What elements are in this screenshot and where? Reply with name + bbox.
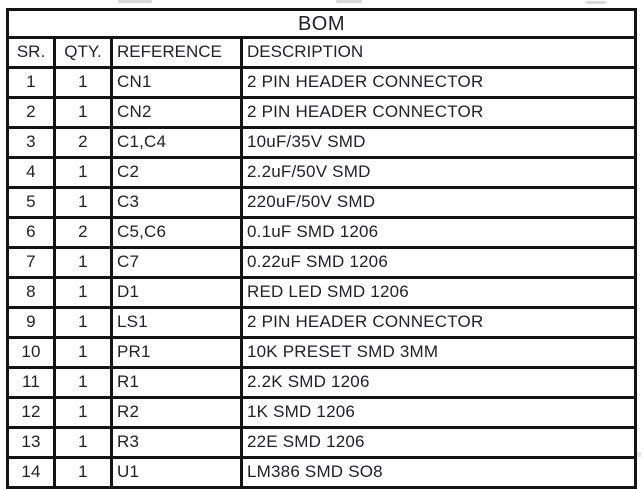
- qty-cell: 1: [53, 456, 113, 489]
- table-row: 13 1 R3 22E SMD 1206: [6, 426, 637, 459]
- sr-cell: 11: [6, 366, 56, 399]
- reference-cell: R2: [110, 396, 243, 429]
- bom-table-body: 1 1 CN1 2 PIN HEADER CONNECTOR 2 1 CN2 2 PIN HE…: [6, 66, 637, 489]
- qty-cell: 2: [53, 216, 113, 249]
- description-cell: RED LED SMD 1206: [240, 276, 637, 309]
- qty-cell: 1: [53, 276, 113, 309]
- reference-cell: C3: [110, 186, 243, 219]
- table-title: BOM: [6, 8, 637, 39]
- scan-artifact: [586, 1, 606, 4]
- column-header-sr: SR.: [6, 36, 56, 69]
- sr-cell: 13: [6, 426, 56, 459]
- table-title-row: BOM: [6, 8, 637, 39]
- reference-cell: U1: [110, 456, 243, 489]
- sr-cell: 3: [6, 126, 56, 159]
- reference-cell: C1,C4: [110, 126, 243, 159]
- sr-cell: 9: [6, 306, 56, 339]
- table-row: 14 1 U1 LM386 SMD SO8: [6, 456, 637, 489]
- sr-cell: 14: [6, 456, 56, 489]
- description-cell: 2 PIN HEADER CONNECTOR: [240, 306, 637, 339]
- table-row: 10 1 PR1 10K PRESET SMD 3MM: [6, 336, 637, 369]
- reference-cell: CN2: [110, 96, 243, 129]
- qty-cell: 1: [53, 366, 113, 399]
- table-row: 2 1 CN2 2 PIN HEADER CONNECTOR: [6, 96, 637, 129]
- qty-cell: 1: [53, 306, 113, 339]
- sr-cell: 7: [6, 246, 56, 279]
- description-cell: 10uF/35V SMD: [240, 126, 637, 159]
- reference-cell: C5,C6: [110, 216, 243, 249]
- qty-cell: 1: [53, 396, 113, 429]
- sr-cell: 4: [6, 156, 56, 189]
- sr-cell: 2: [6, 96, 56, 129]
- reference-cell: R1: [110, 366, 243, 399]
- sr-cell: 1: [6, 66, 56, 99]
- sr-cell: 8: [6, 276, 56, 309]
- qty-cell: 1: [53, 246, 113, 279]
- column-header-description: DESCRIPTION: [240, 36, 637, 69]
- column-header-qty: QTY.: [53, 36, 113, 69]
- table-row: 5 1 C3 220uF/50V SMD: [6, 186, 637, 219]
- description-cell: 0.1uF SMD 1206: [240, 216, 637, 249]
- sr-cell: 10: [6, 336, 56, 369]
- table-row: 9 1 LS1 2 PIN HEADER CONNECTOR: [6, 306, 637, 339]
- qty-cell: 2: [53, 126, 113, 159]
- reference-cell: PR1: [110, 336, 243, 369]
- qty-cell: 1: [53, 426, 113, 459]
- description-cell: 2.2uF/50V SMD: [240, 156, 637, 189]
- table-row: 6 2 C5,C6 0.1uF SMD 1206: [6, 216, 637, 249]
- column-header-reference: REFERENCE: [110, 36, 243, 69]
- qty-cell: 1: [53, 156, 113, 189]
- reference-cell: D1: [110, 276, 243, 309]
- qty-cell: 1: [53, 336, 113, 369]
- table-row: 7 1 C7 0.22uF SMD 1206: [6, 246, 637, 279]
- reference-cell: R3: [110, 426, 243, 459]
- scan-artifact: [636, 452, 641, 457]
- table-row: 11 1 R1 2.2K SMD 1206: [6, 366, 637, 399]
- table-row: 4 1 C2 2.2uF/50V SMD: [6, 156, 637, 189]
- description-cell: 220uF/50V SMD: [240, 186, 637, 219]
- scan-artifact: [118, 0, 152, 3]
- sr-cell: 6: [6, 216, 56, 249]
- bom-table: BOM SR. QTY. REFERENCE DESCRIPTION 1 1 CN1…: [6, 8, 637, 489]
- table-row: 1 1 CN1 2 PIN HEADER CONNECTOR: [6, 66, 637, 99]
- description-cell: 10K PRESET SMD 3MM: [240, 336, 637, 369]
- qty-cell: 1: [53, 96, 113, 129]
- qty-cell: 1: [53, 66, 113, 99]
- table-row: 8 1 D1 RED LED SMD 1206: [6, 276, 637, 309]
- table-row: 12 1 R2 1K SMD 1206: [6, 396, 637, 429]
- reference-cell: CN1: [110, 66, 243, 99]
- qty-cell: 1: [53, 186, 113, 219]
- description-cell: LM386 SMD SO8: [240, 456, 637, 489]
- table-row: 3 2 C1,C4 10uF/35V SMD: [6, 126, 637, 159]
- description-cell: 2.2K SMD 1206: [240, 366, 637, 399]
- description-cell: 1K SMD 1206: [240, 396, 637, 429]
- table-header-row: SR. QTY. REFERENCE DESCRIPTION: [6, 36, 637, 69]
- description-cell: 2 PIN HEADER CONNECTOR: [240, 96, 637, 129]
- reference-cell: LS1: [110, 306, 243, 339]
- sr-cell: 12: [6, 396, 56, 429]
- description-cell: 0.22uF SMD 1206: [240, 246, 637, 279]
- reference-cell: C2: [110, 156, 243, 189]
- scan-artifact: [336, 0, 362, 3]
- description-cell: 2 PIN HEADER CONNECTOR: [240, 66, 637, 99]
- description-cell: 22E SMD 1206: [240, 426, 637, 459]
- reference-cell: C7: [110, 246, 243, 279]
- sr-cell: 5: [6, 186, 56, 219]
